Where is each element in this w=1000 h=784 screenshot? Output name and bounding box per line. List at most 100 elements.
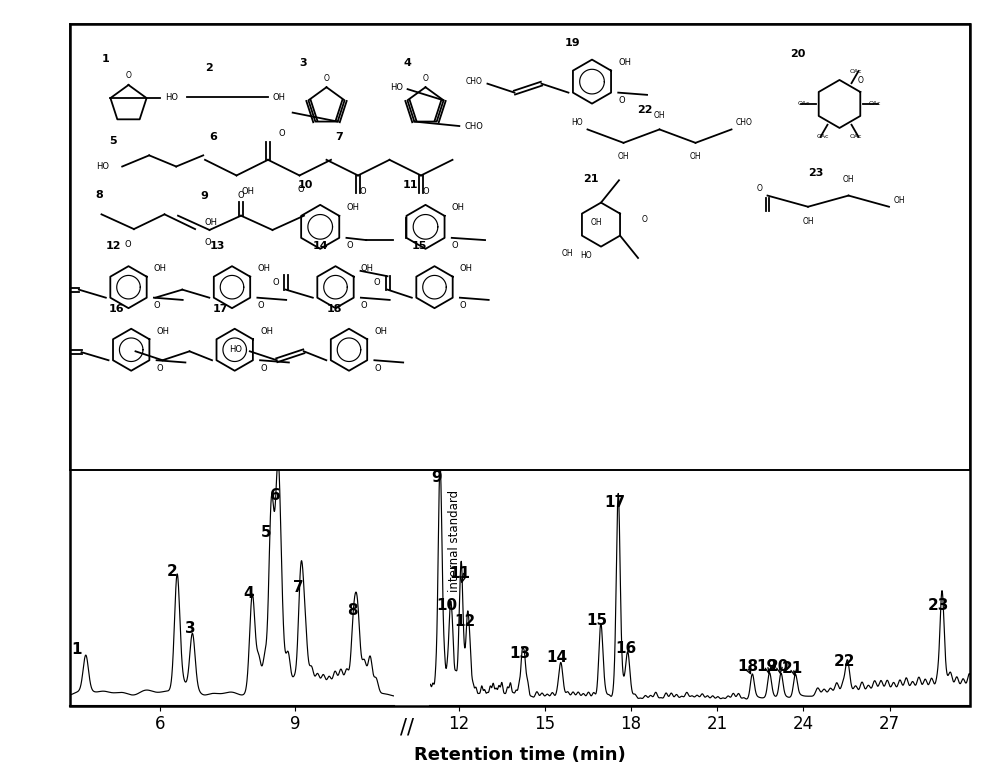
Text: OH: OH [690, 152, 701, 161]
Text: Retention time (min): Retention time (min) [414, 746, 626, 764]
Text: CHO: CHO [466, 77, 483, 86]
Text: 22: 22 [637, 105, 652, 115]
Text: O: O [260, 364, 267, 373]
Text: 1: 1 [102, 54, 109, 64]
Text: 15: 15 [587, 613, 608, 628]
Text: OH: OH [460, 264, 473, 273]
Text: 5: 5 [261, 525, 272, 540]
Text: 2: 2 [167, 564, 178, 579]
Text: OH: OH [260, 327, 273, 336]
Text: OAc: OAc [850, 134, 862, 140]
Text: O: O [324, 74, 329, 83]
Text: 22: 22 [833, 654, 855, 669]
Text: 2: 2 [205, 63, 213, 73]
Text: OAc: OAc [868, 101, 881, 107]
Text: O: O [125, 240, 131, 249]
Text: 10: 10 [298, 180, 313, 191]
Text: OH: OH [618, 58, 631, 67]
Text: 3: 3 [185, 621, 196, 636]
Text: 20: 20 [767, 659, 789, 674]
Text: O: O [360, 187, 366, 196]
Text: O: O [460, 301, 467, 310]
Text: O: O [298, 185, 305, 194]
Text: O: O [423, 187, 429, 196]
Text: OH: OH [452, 203, 465, 212]
Text: OH: OH [893, 195, 905, 205]
Text: CHO: CHO [465, 122, 484, 130]
Text: OAc: OAc [850, 68, 862, 74]
Text: OH: OH [591, 218, 603, 227]
Text: OH: OH [802, 216, 814, 226]
Text: O: O [452, 241, 458, 250]
Text: OH: OH [843, 176, 854, 184]
Text: 7: 7 [293, 580, 304, 595]
Text: 6: 6 [270, 488, 281, 503]
Text: HO: HO [571, 118, 583, 127]
Text: 6: 6 [210, 132, 217, 142]
Bar [70, 24, 970, 706]
Text: 3: 3 [300, 58, 307, 68]
Text: O: O [238, 191, 244, 200]
Text: 14: 14 [313, 241, 329, 252]
Text: 15: 15 [412, 241, 427, 252]
Text: 9: 9 [431, 470, 442, 485]
Text: O: O [273, 278, 280, 286]
Text: 19: 19 [565, 38, 581, 48]
Text: 9: 9 [200, 191, 208, 201]
Text: OH: OH [241, 187, 254, 196]
Text: OH: OH [272, 93, 286, 102]
Text: 8: 8 [347, 603, 358, 618]
Text: 21: 21 [583, 174, 598, 184]
Text: 19: 19 [756, 659, 777, 674]
Text: O: O [857, 76, 863, 85]
Text: HO: HO [230, 345, 243, 354]
Text: 12: 12 [106, 241, 122, 252]
Text: O: O [374, 278, 380, 287]
Text: 13: 13 [210, 241, 225, 252]
Text: 13: 13 [509, 646, 530, 661]
Text: //: // [400, 717, 414, 738]
Text: 11: 11 [449, 566, 470, 581]
Text: O: O [279, 129, 285, 138]
Text: 4: 4 [244, 586, 254, 601]
Text: O: O [374, 364, 381, 373]
Text: 14: 14 [546, 650, 568, 665]
Text: 5: 5 [109, 136, 116, 147]
Text: OH: OH [157, 327, 170, 336]
Text: O: O [154, 301, 161, 310]
Text: OH: OH [154, 264, 167, 273]
Text: O: O [757, 184, 763, 194]
Text: 12: 12 [454, 615, 476, 630]
Text: OH: OH [257, 264, 270, 273]
Text: HO: HO [580, 251, 592, 260]
Text: 16: 16 [615, 641, 637, 656]
Text: 1: 1 [72, 642, 82, 657]
Text: O: O [361, 301, 368, 310]
Text: O: O [157, 364, 163, 373]
Text: CHO: CHO [736, 118, 753, 127]
Text: 11: 11 [403, 180, 418, 191]
Text: 17: 17 [212, 304, 228, 314]
Text: OH: OH [618, 152, 629, 161]
Text: O: O [423, 74, 428, 83]
Text: OH: OH [654, 111, 665, 120]
Text: O: O [126, 71, 131, 81]
Text: 16: 16 [109, 304, 124, 314]
Text: 17: 17 [604, 495, 625, 510]
Text: 18: 18 [737, 659, 758, 674]
Text: HO: HO [165, 93, 178, 102]
Text: O: O [618, 96, 625, 105]
Text: 10: 10 [436, 597, 457, 612]
Text: OH: OH [346, 203, 359, 212]
Text: O: O [346, 241, 353, 250]
Text: OH: OH [374, 327, 387, 336]
Text: 23: 23 [928, 597, 949, 612]
Text: OH: OH [204, 218, 217, 227]
Text: OAc: OAc [817, 134, 830, 140]
Text: 18: 18 [326, 304, 342, 314]
Text: O: O [257, 301, 264, 310]
Text: O: O [204, 238, 211, 247]
Text: 7: 7 [336, 132, 343, 142]
Text: OAc: OAc [798, 101, 810, 107]
Text: 20: 20 [790, 49, 805, 60]
